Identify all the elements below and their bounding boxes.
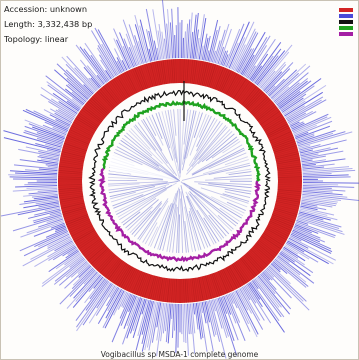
legend-item-4 (339, 26, 353, 30)
legend-item-3 (339, 20, 353, 24)
legend-item-5 (339, 32, 353, 36)
center-hits (107, 81, 253, 253)
accession-label: Accession: unknown (4, 4, 88, 14)
genome-info: Accession: unknown Length: 3,332,438 bp … (4, 2, 92, 47)
legend-item-1 (339, 8, 353, 12)
legend-item-2 (339, 14, 353, 18)
genome-caption: Vogibacillus sp MSDA-1 complete genome (100, 350, 259, 359)
legend (333, 8, 355, 50)
gc-plots (88, 89, 271, 273)
cds-ring (58, 59, 302, 303)
length-label: Length: 3,332,438 bp (4, 19, 93, 29)
topology-label: Topology: linear (4, 34, 69, 44)
